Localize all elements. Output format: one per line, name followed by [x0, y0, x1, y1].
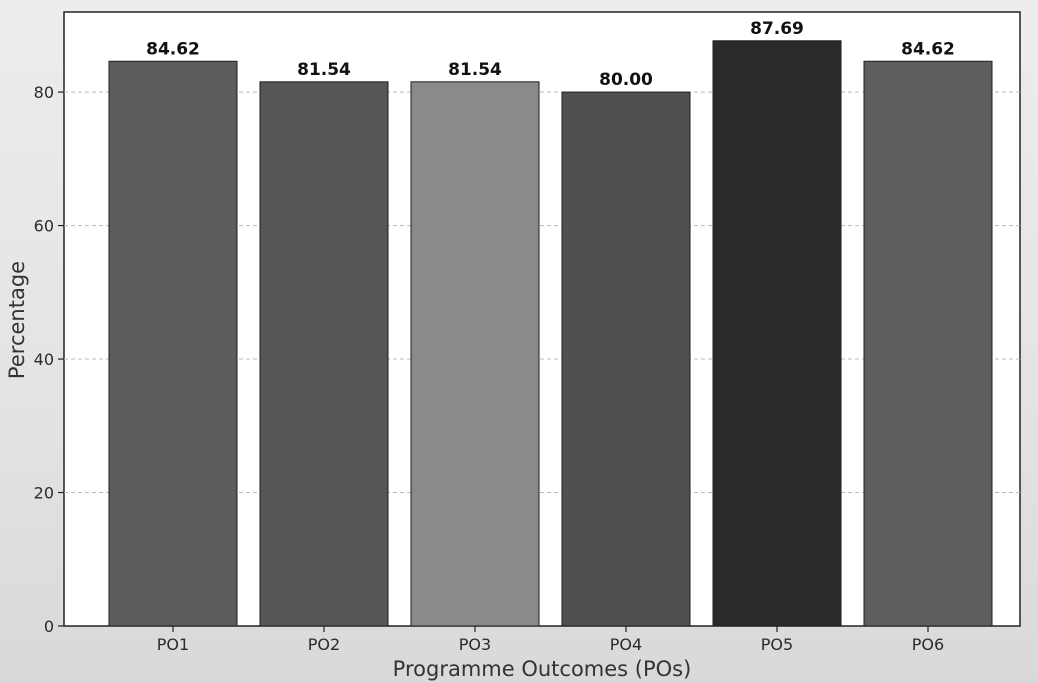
x-tick-label-po5: PO5	[761, 635, 793, 654]
y-tick-label: 80	[34, 83, 54, 102]
bar-po5	[712, 40, 842, 627]
value-label-po3: 81.54	[448, 60, 502, 80]
bar-po6	[863, 60, 993, 627]
value-label-po5: 87.69	[750, 19, 804, 39]
value-label-po6: 84.62	[901, 39, 955, 59]
y-tick-label: 20	[34, 484, 54, 503]
gridlines	[64, 91, 1020, 494]
value-label-po4: 80.00	[599, 70, 653, 90]
bar-po4	[561, 91, 691, 627]
y-axis-ticks: 0 20 40 60 80	[34, 83, 64, 636]
y-axis-title: Percentage	[5, 261, 29, 379]
x-tick-label-po6: PO6	[912, 635, 944, 654]
value-labels: 84.62 81.54 81.54 80.00 87.69 84.62	[146, 19, 955, 90]
value-label-po2: 81.54	[297, 60, 351, 80]
y-tick-label: 0	[44, 617, 54, 636]
y-tick-label: 60	[34, 217, 54, 236]
x-axis-title: Programme Outcomes (POs)	[393, 657, 692, 681]
x-tick-label-po1: PO1	[157, 635, 189, 654]
x-tick-label-po3: PO3	[459, 635, 491, 654]
bar-po3	[410, 81, 540, 627]
x-axis-ticks: PO1 PO2 PO3 PO4 PO5 PO6	[157, 626, 944, 654]
x-tick-label-po2: PO2	[308, 635, 340, 654]
value-label-po1: 84.62	[146, 39, 200, 59]
y-tick-label: 40	[34, 350, 54, 369]
bar-po2	[259, 81, 389, 627]
bar-po1	[108, 60, 238, 627]
x-tick-label-po4: PO4	[610, 635, 642, 654]
